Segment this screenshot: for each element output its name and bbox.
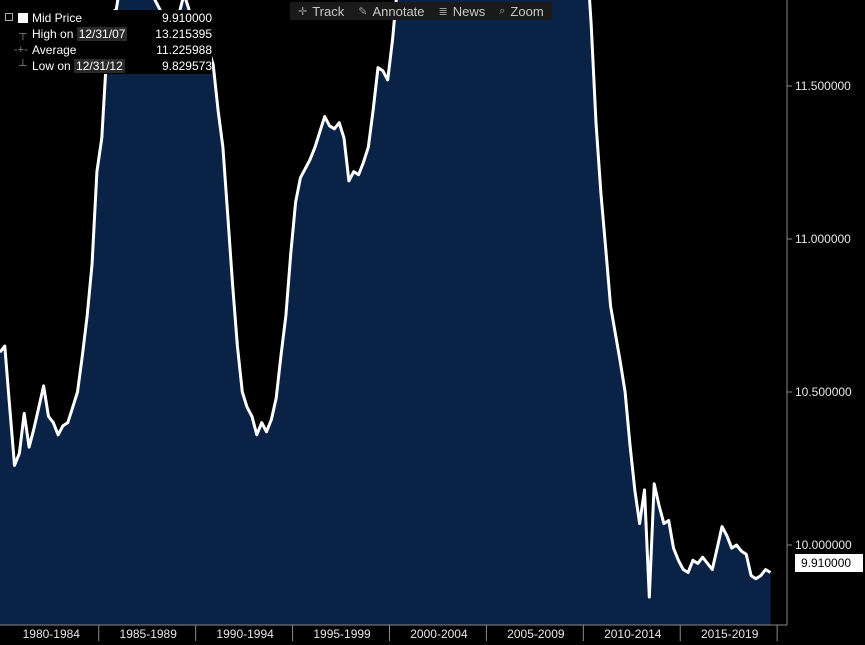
y-axis: 10.00000010.50000011.00000011.50000012.0…	[787, 79, 852, 552]
x-axis: 1980-1984 1985-1989 1990-1994 1995-1999 2000…	[23, 625, 778, 641]
series-swatch-icon	[18, 13, 28, 23]
average-marker-icon: -+-	[14, 44, 28, 56]
zoom-button[interactable]: ⌕ Zoom	[499, 4, 543, 19]
x-tick-label: 1980-1984	[23, 627, 81, 641]
x-tick-label: 2000-2004	[410, 627, 468, 641]
legend-average-label: Average	[32, 43, 77, 57]
track-label: Track	[312, 3, 345, 19]
legend-row-low[interactable]: ┴ Low on 12/31/12 9.829573	[2, 58, 212, 74]
legend-mid-value: 9.910000	[161, 11, 212, 25]
magnifier-icon: ⌕	[499, 4, 506, 17]
zoom-label: Zoom	[510, 3, 544, 19]
y-tick-label: 10.500000	[795, 385, 852, 399]
y-tick-label: 11.500000	[795, 79, 851, 93]
plot-area	[0, 0, 772, 625]
news-icon: ≣	[438, 5, 448, 18]
high-marker-icon: ┬	[19, 28, 27, 40]
legend-low-prefix: Low on	[32, 59, 75, 73]
legend-low-value: 9.829573	[161, 59, 212, 73]
last-value-tag: 9.910000	[795, 554, 863, 572]
news-button[interactable]: ≣ News	[439, 4, 486, 19]
x-tick-label: 2005-2009	[507, 627, 565, 641]
collapse-box-icon[interactable]	[5, 13, 13, 21]
annotate-button[interactable]: ✎ Annotate	[358, 4, 424, 19]
annotate-label: Annotate	[372, 3, 425, 19]
legend-row-average[interactable]: -+- Average 11.225988	[2, 42, 212, 58]
news-label: News	[452, 3, 486, 19]
y-tick-label: 11.000000	[795, 232, 851, 246]
x-tick-label: 1985-1989	[120, 627, 178, 641]
legend-high-value: 13.215395	[155, 27, 212, 41]
x-tick-label: 1990-1994	[216, 627, 274, 641]
x-tick-label: 2010-2014	[604, 627, 662, 641]
low-marker-icon: ┴	[19, 60, 27, 72]
legend-average-value: 11.225988	[156, 43, 212, 57]
chart-toolbar: ✛ Track ✎ Annotate ≣ News ⌕ Zoom	[290, 2, 552, 20]
legend-high-date: 12/31/07	[76, 27, 128, 41]
x-tick-label: 2015-2019	[701, 627, 759, 641]
legend-low-date: 12/31/12	[74, 59, 125, 73]
crosshair-icon: ✛	[298, 5, 308, 18]
chart-legend: Mid Price 9.910000 ┬ High on 12/31/07 13…	[2, 10, 212, 74]
legend-row-mid-price[interactable]: Mid Price 9.910000	[2, 10, 212, 26]
legend-row-high[interactable]: ┬ High on 12/31/07 13.215395	[2, 26, 212, 42]
area-fill	[0, 0, 771, 625]
legend-high-prefix: High on	[32, 27, 77, 41]
legend-mid-label: Mid Price	[32, 11, 83, 25]
series-line-mid-price	[0, 0, 772, 599]
x-tick-label: 1995-1999	[313, 627, 371, 641]
track-button[interactable]: ✛ Track	[298, 4, 344, 19]
y-tick-label: 10.000000	[795, 538, 852, 552]
pencil-icon: ✎	[358, 5, 368, 18]
